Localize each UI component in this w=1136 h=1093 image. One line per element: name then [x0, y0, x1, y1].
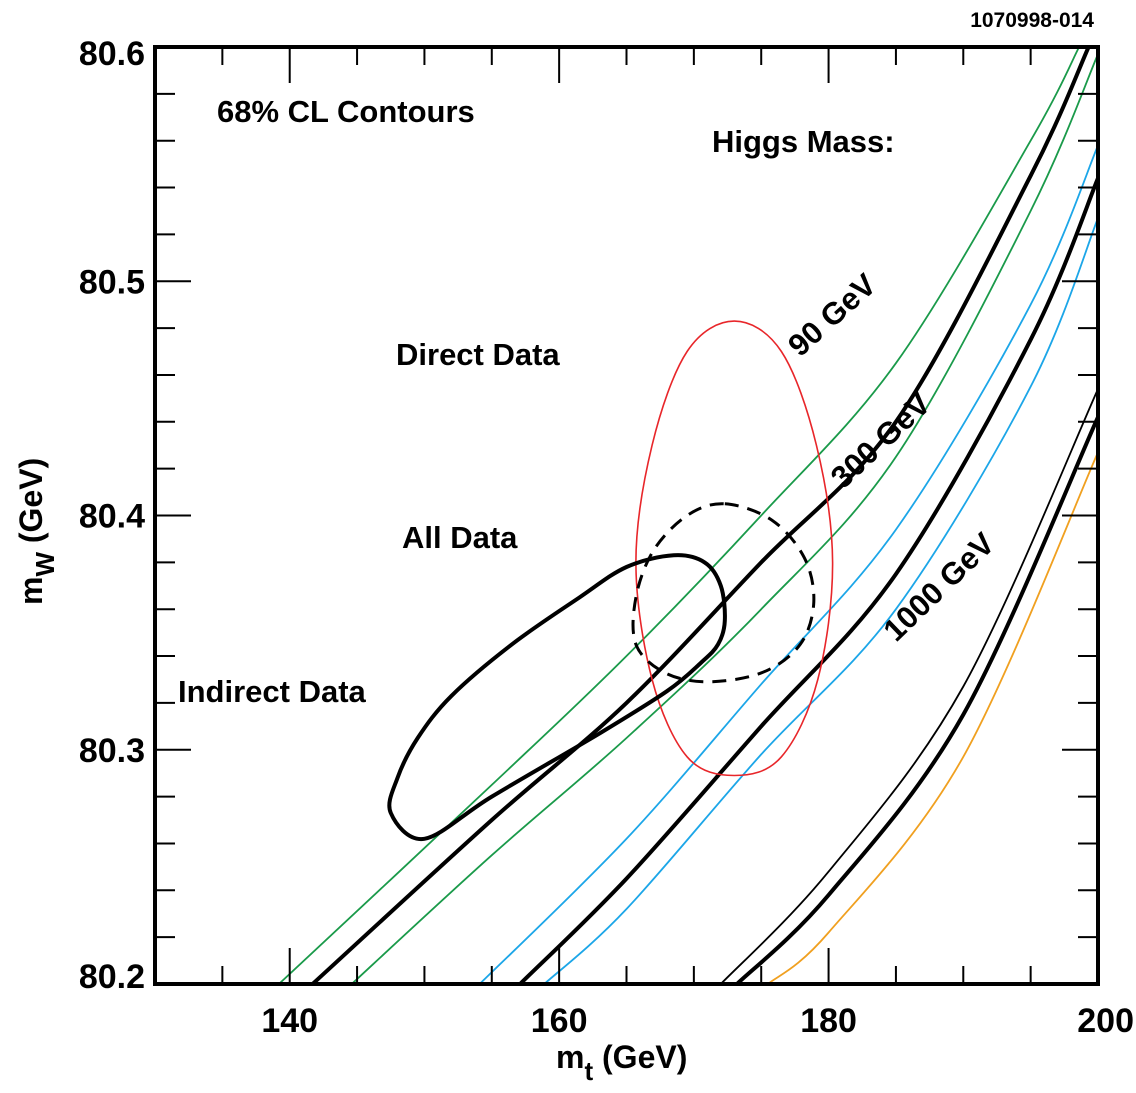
higgs-mass-header: Higgs Mass:	[712, 124, 895, 159]
higgs-90-label: 90 GeV	[781, 267, 883, 364]
higgs-300-center-line	[518, 177, 1098, 984]
higgs-1000-center-line	[735, 416, 1098, 984]
x-axis-title-main: m	[556, 1039, 584, 1075]
y-tick-label: 80.2	[79, 958, 145, 996]
higgs-90-center-line	[311, 47, 1091, 984]
higgs-1000-lower-line	[767, 451, 1098, 984]
indirect-data-label: Indirect Data	[178, 674, 367, 709]
direct-data-label: Direct Data	[396, 337, 560, 372]
cl-contours-label: 68% CL Contours	[217, 94, 475, 129]
y-axis-title-main: m	[13, 577, 49, 605]
figure-id: 1070998-014	[970, 9, 1094, 32]
y-axis-title: mW (GeV)	[13, 458, 60, 605]
direct-data-contour	[635, 320, 834, 777]
x-tick-label: 200	[1077, 1002, 1134, 1040]
x-axis-title-unit: (GeV)	[593, 1039, 687, 1075]
y-tick-label: 80.3	[79, 732, 145, 770]
higgs-bands	[278, 47, 1098, 984]
higgs-300-upper-line	[479, 145, 1098, 984]
higgs-300-lower-line	[543, 217, 1098, 984]
x-axis-title: mt (GeV)	[556, 1039, 687, 1086]
x-tick-label: 140	[261, 1002, 318, 1040]
data-contours	[387, 320, 834, 841]
plot-frame	[153, 45, 1100, 986]
higgs-90-lower-line	[351, 53, 1098, 984]
higgs-90-upper-line	[278, 47, 1080, 984]
higgs-1000-upper-line	[720, 388, 1098, 984]
x-tick-label: 160	[531, 1002, 588, 1040]
y-axis-title-unit: (GeV)	[13, 458, 49, 552]
axis-ticks	[155, 47, 1098, 984]
all-data-contour	[631, 502, 816, 684]
y-tick-labels: 80.2 80.3 80.4 80.5 80.6	[79, 35, 145, 996]
x-axis-title-sub: t	[584, 1056, 593, 1086]
all-data-label: All Data	[402, 520, 518, 555]
y-axis-title-sub: W	[30, 552, 60, 577]
indirect-data-contour	[387, 553, 727, 841]
x-tick-label: 180	[800, 1002, 857, 1040]
y-tick-label: 80.5	[79, 263, 145, 301]
x-tick-labels: 140 160 180 200	[261, 1002, 1134, 1040]
y-tick-label: 80.4	[79, 498, 145, 536]
y-tick-label: 80.6	[79, 35, 145, 73]
